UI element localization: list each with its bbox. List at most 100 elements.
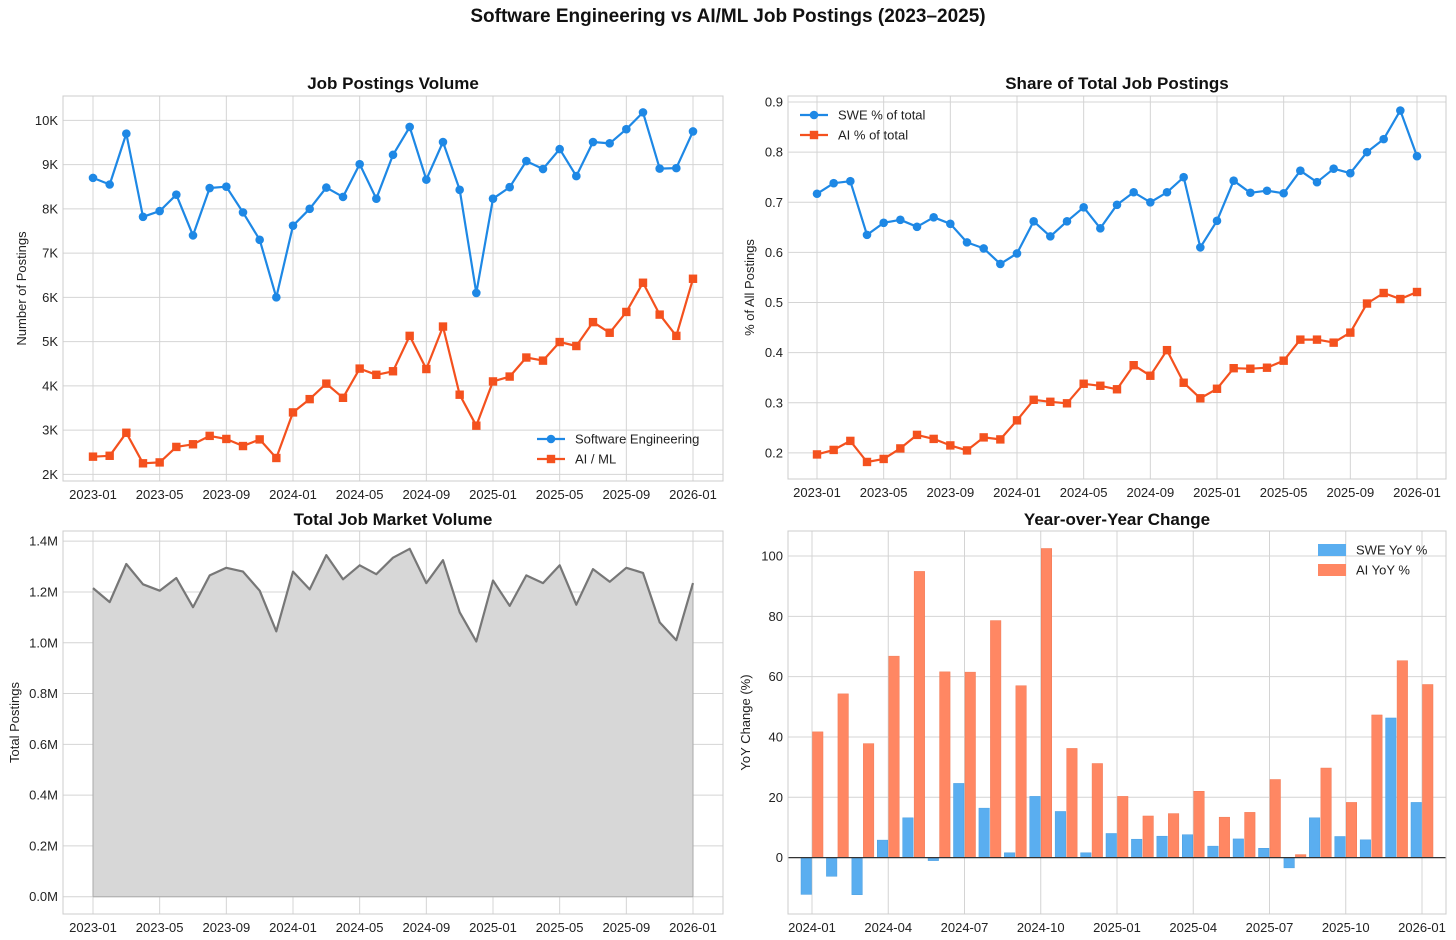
- x-tick-label: 2025-05: [1260, 485, 1308, 500]
- y-tick-label: 5K: [42, 334, 58, 349]
- data-point-ai: [1179, 378, 1188, 387]
- data-point-swe: [338, 192, 348, 202]
- chart-panel-4: 0 20 40 60 80 100 2024-01 2024-04 2024-07 2024-10…: [738, 510, 1447, 935]
- y-tick-label: 1.0M: [29, 635, 58, 650]
- legend-swatch: [1318, 564, 1346, 576]
- bar-ai-yoy: [1041, 548, 1052, 858]
- data-point-ai: [1062, 399, 1072, 408]
- data-point-ai: [1312, 335, 1322, 344]
- data-point-swe: [1079, 202, 1088, 212]
- y-tick-label: 0.2M: [29, 838, 58, 853]
- data-point-ai: [572, 341, 581, 351]
- x-tick-label: 2024-05: [1060, 485, 1108, 500]
- y-tick-label: 7K: [42, 246, 58, 261]
- x-tick-label: 2025-01: [1093, 920, 1141, 935]
- data-point-swe: [1196, 243, 1205, 252]
- total-line: [92, 547, 695, 643]
- data-point-swe: [1179, 172, 1188, 182]
- y-tick-label: 80: [769, 609, 783, 624]
- data-point-ai: [1196, 394, 1205, 403]
- data-point-ai: [472, 421, 481, 430]
- x-tick-label: 2024-04: [864, 920, 912, 935]
- data-point-ai: [896, 444, 905, 453]
- data-point-ai: [1246, 364, 1255, 373]
- data-point-ai: [505, 372, 514, 381]
- x-tick-label: 2025-01: [469, 920, 517, 935]
- data-point-swe: [1279, 188, 1288, 198]
- x-tick-label: 2025-05: [536, 920, 584, 935]
- data-point-ai: [1362, 299, 1372, 308]
- data-point-ai: [688, 274, 698, 283]
- bar-ai-yoy: [1371, 714, 1383, 858]
- x-tick-label: 2024-09: [402, 487, 450, 502]
- data-point-swe: [588, 137, 598, 147]
- data-point-swe: [555, 144, 564, 154]
- bar-swe-yoy: [1156, 835, 1168, 858]
- data-point-ai: [338, 393, 348, 403]
- plot-frame: [62, 530, 724, 915]
- bar-swe-yoy: [1385, 717, 1397, 858]
- chart-title: Job Postings Volume: [307, 74, 479, 93]
- data-point-swe: [1379, 134, 1388, 144]
- data-point-ai: [1346, 328, 1355, 337]
- data-point-ai: [1096, 381, 1105, 390]
- bar-ai-yoy: [1193, 791, 1205, 858]
- data-point-ai: [638, 278, 648, 287]
- data-point-swe: [1312, 177, 1322, 187]
- y-tick-label: 10K: [35, 113, 58, 128]
- data-point-ai: [488, 377, 498, 386]
- bar-swe-yoy: [1105, 833, 1117, 858]
- data-point-ai: [996, 435, 1005, 444]
- data-point-ai: [812, 450, 822, 459]
- x-tick-label: 2024-09: [402, 920, 450, 935]
- x-tick-label: 2026-01: [669, 920, 717, 935]
- legend-label: Software Engineering: [575, 432, 699, 447]
- data-point-swe: [155, 206, 164, 216]
- bar-ai-yoy: [1244, 812, 1256, 858]
- data-point-swe: [1129, 187, 1138, 197]
- data-point-ai: [605, 328, 614, 337]
- legend-marker: [809, 130, 819, 140]
- y-tick-label: 2K: [42, 467, 58, 482]
- x-tick-label: 2023-05: [860, 485, 908, 500]
- y-tick-label: 0.8: [765, 145, 783, 160]
- bar-ai-yoy: [1269, 779, 1281, 858]
- data-point-ai: [946, 441, 955, 450]
- data-point-ai: [1296, 335, 1305, 344]
- data-point-swe: [1346, 168, 1355, 178]
- y-tick-label: 0.9: [765, 95, 783, 110]
- data-point-ai: [588, 317, 598, 327]
- data-point-ai: [188, 440, 198, 449]
- x-tick-label: 2025-09: [602, 487, 650, 502]
- data-point-swe: [138, 212, 148, 222]
- bar-swe-yoy: [1232, 838, 1244, 858]
- legend: SWE YoY % AI YoY %: [1318, 543, 1428, 578]
- data-point-swe: [238, 208, 248, 217]
- x-tick-label: 2024-07: [941, 920, 989, 935]
- bar-swe-yoy: [877, 839, 888, 858]
- data-point-swe: [122, 129, 131, 138]
- data-point-swe: [355, 159, 364, 169]
- data-point-ai: [422, 364, 431, 374]
- x-tick-label: 2023-01: [793, 485, 841, 500]
- data-point-ai: [88, 452, 98, 461]
- data-point-ai: [555, 337, 564, 347]
- data-point-swe: [488, 194, 498, 203]
- x-tick-label: 2023-05: [136, 487, 184, 502]
- data-point-ai: [846, 436, 855, 446]
- data-point-swe: [305, 204, 314, 214]
- data-point-ai: [672, 331, 681, 341]
- area-fill: [93, 548, 693, 897]
- bar-swe-yoy: [1309, 817, 1321, 858]
- data-point-ai: [522, 353, 531, 362]
- legend-label: AI YoY %: [1356, 563, 1410, 578]
- legend-marker: [546, 454, 556, 464]
- data-point-ai: [322, 379, 331, 388]
- data-point-swe: [672, 163, 681, 173]
- data-point-swe: [405, 122, 414, 132]
- data-point-ai: [405, 331, 414, 341]
- bar-ai-yoy: [888, 655, 900, 858]
- data-point-swe: [205, 183, 214, 193]
